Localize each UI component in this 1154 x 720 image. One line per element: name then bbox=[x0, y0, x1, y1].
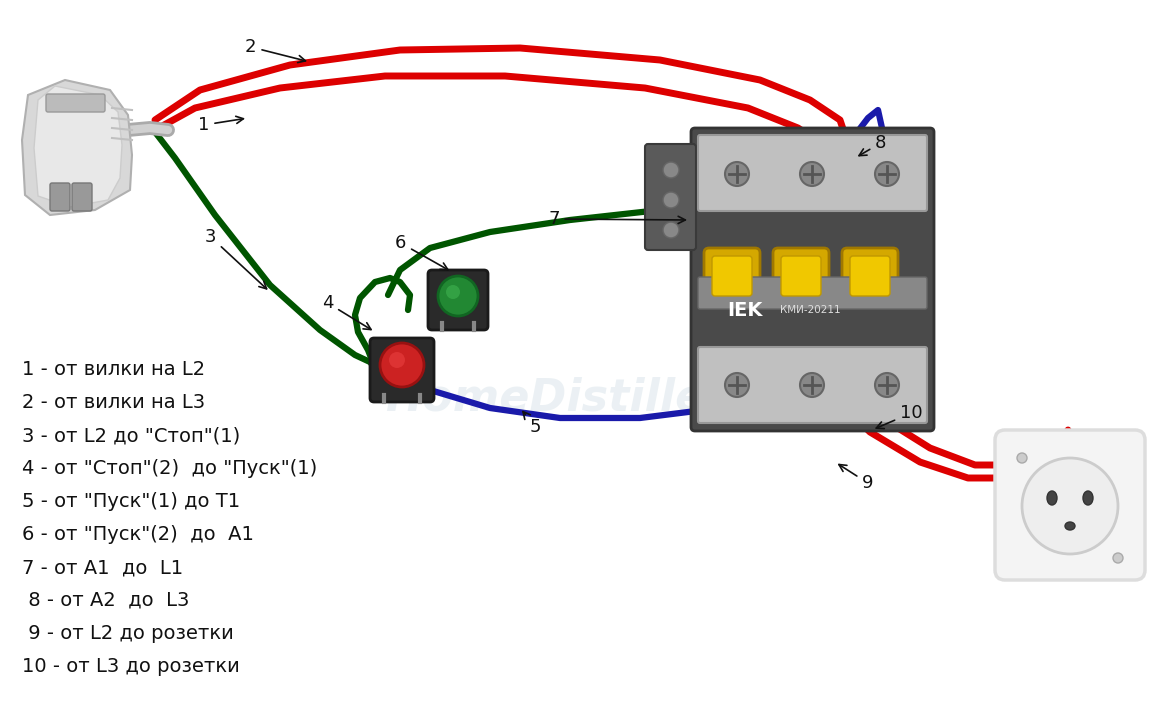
Circle shape bbox=[664, 192, 679, 208]
Text: HomeDistillers: HomeDistillers bbox=[385, 376, 754, 419]
Circle shape bbox=[439, 276, 478, 316]
Circle shape bbox=[875, 373, 899, 397]
Text: 5 - от "Пуск"(1) до T1: 5 - от "Пуск"(1) до T1 bbox=[22, 492, 240, 511]
Text: 5: 5 bbox=[523, 412, 541, 436]
Circle shape bbox=[664, 162, 679, 178]
FancyBboxPatch shape bbox=[850, 256, 890, 296]
Polygon shape bbox=[33, 86, 122, 207]
Polygon shape bbox=[22, 80, 132, 215]
Circle shape bbox=[380, 343, 424, 387]
Circle shape bbox=[800, 162, 824, 186]
Circle shape bbox=[664, 222, 679, 238]
Text: 9 - от L2 до розетки: 9 - от L2 до розетки bbox=[22, 624, 234, 643]
Circle shape bbox=[1112, 553, 1123, 563]
FancyBboxPatch shape bbox=[781, 256, 820, 296]
Circle shape bbox=[725, 373, 749, 397]
Text: 8 - от A2  до  L3: 8 - от A2 до L3 bbox=[22, 591, 189, 610]
Circle shape bbox=[875, 162, 899, 186]
Text: 10 - от L3 до розетки: 10 - от L3 до розетки bbox=[22, 657, 240, 676]
FancyBboxPatch shape bbox=[704, 248, 760, 304]
Text: 3 - от L2 до "Стоп"(1): 3 - от L2 до "Стоп"(1) bbox=[22, 426, 240, 445]
Text: 9: 9 bbox=[839, 464, 874, 492]
FancyBboxPatch shape bbox=[842, 248, 898, 304]
FancyBboxPatch shape bbox=[691, 128, 934, 431]
FancyBboxPatch shape bbox=[698, 347, 927, 423]
Circle shape bbox=[1017, 453, 1027, 463]
FancyBboxPatch shape bbox=[712, 256, 752, 296]
FancyBboxPatch shape bbox=[370, 338, 434, 402]
Text: 6 - от "Пуск"(2)  до  A1: 6 - от "Пуск"(2) до A1 bbox=[22, 525, 254, 544]
FancyBboxPatch shape bbox=[995, 430, 1145, 580]
Text: 1: 1 bbox=[198, 116, 243, 134]
Text: 2 - от вилки на L3: 2 - от вилки на L3 bbox=[22, 393, 205, 412]
FancyBboxPatch shape bbox=[46, 94, 105, 112]
Text: 7 - от A1  до  L1: 7 - от A1 до L1 bbox=[22, 558, 183, 577]
Text: 4 - от "Стоп"(2)  до "Пуск"(1): 4 - от "Стоп"(2) до "Пуск"(1) bbox=[22, 459, 317, 478]
Circle shape bbox=[389, 352, 405, 368]
Text: 1 - от вилки на L2: 1 - от вилки на L2 bbox=[22, 360, 205, 379]
Text: КМИ-20211: КМИ-20211 bbox=[780, 305, 840, 315]
Text: 2: 2 bbox=[245, 38, 306, 63]
Circle shape bbox=[800, 373, 824, 397]
Ellipse shape bbox=[1082, 491, 1093, 505]
FancyBboxPatch shape bbox=[698, 135, 927, 211]
FancyBboxPatch shape bbox=[72, 183, 92, 211]
Text: 4: 4 bbox=[322, 294, 372, 330]
FancyBboxPatch shape bbox=[773, 248, 829, 304]
Text: 8: 8 bbox=[859, 134, 886, 156]
Ellipse shape bbox=[1065, 522, 1076, 530]
Ellipse shape bbox=[370, 365, 433, 385]
Text: 6: 6 bbox=[395, 234, 448, 270]
FancyBboxPatch shape bbox=[645, 144, 696, 250]
FancyBboxPatch shape bbox=[698, 277, 927, 309]
FancyBboxPatch shape bbox=[428, 270, 488, 330]
Text: 10: 10 bbox=[876, 404, 923, 428]
Circle shape bbox=[1022, 458, 1118, 554]
Circle shape bbox=[725, 162, 749, 186]
Text: IEK: IEK bbox=[727, 300, 763, 320]
Circle shape bbox=[445, 285, 460, 299]
Ellipse shape bbox=[1047, 491, 1057, 505]
FancyBboxPatch shape bbox=[50, 183, 70, 211]
Text: 7: 7 bbox=[548, 210, 685, 228]
Text: 3: 3 bbox=[205, 228, 267, 289]
